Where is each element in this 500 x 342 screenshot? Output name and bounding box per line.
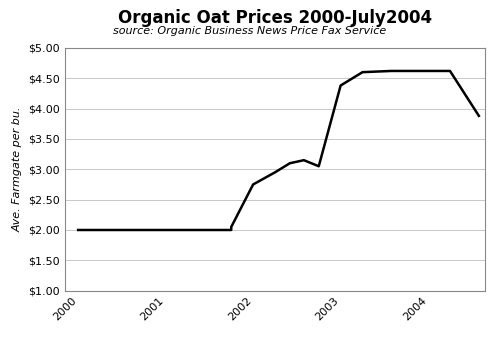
Y-axis label: Ave. Farmgate per bu.: Ave. Farmgate per bu. <box>13 107 23 232</box>
Title: Organic Oat Prices 2000-July2004: Organic Oat Prices 2000-July2004 <box>118 9 432 27</box>
Text: source: Organic Business News Price Fax Service: source: Organic Business News Price Fax … <box>114 26 386 36</box>
